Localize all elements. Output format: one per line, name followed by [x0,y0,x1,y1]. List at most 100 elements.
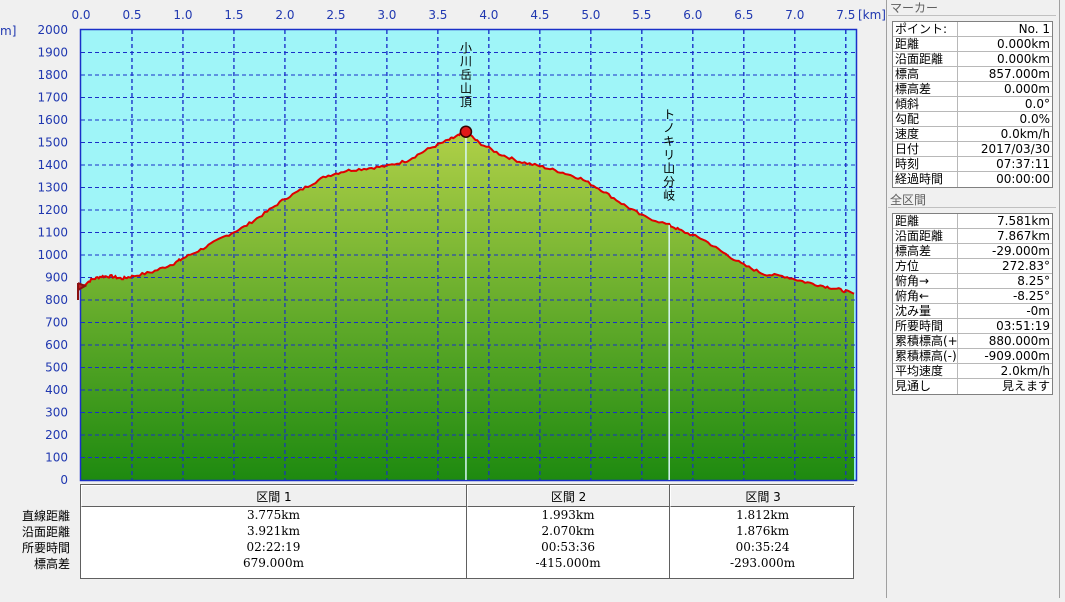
info-row: 傾斜 0.0° [893,97,1052,112]
info-row: 平均速度 2.0km/h [893,364,1052,379]
info-key: 沈み量 [893,304,958,318]
info-row: 沿面距離 7.867km [893,229,1052,244]
info-key: 方位 [893,259,958,273]
y-tick-label: 300 [45,406,68,420]
segment-value: 1.812km [736,508,790,522]
segment-header[interactable]: 区間 2 [466,485,670,507]
info-key: 標高差 [893,82,958,96]
info-row: 標高差 -29.000m [893,244,1052,259]
segment-value: 02:22:19 [246,540,301,554]
info-row: 俯角→ 8.25° [893,274,1052,289]
info-side-frame [886,0,1060,598]
info-key: 距離 [893,37,958,51]
info-value: -909.000m [984,349,1050,363]
y-tick-label: 1200 [37,203,68,217]
info-value: 00:00:00 [996,172,1050,186]
info-key: 平均速度 [893,364,958,378]
y-unit-label: m] [0,24,16,38]
x-tick-label: 0.5 [122,8,141,22]
info-key: 時刻 [893,157,958,171]
info-key: 俯角← [893,289,958,303]
y-tick-label: 600 [45,338,68,352]
info-key: ポイント: [893,22,958,36]
start-flag-icon [77,282,88,300]
y-tick-label: 1600 [37,113,68,127]
info-key: 沿面距離 [893,52,958,66]
info-value: 2.0km/h [1000,364,1050,378]
marker-label: トノキリ山分岐 [663,108,675,203]
info-row: 所要時間 03:51:19 [893,319,1052,334]
y-tick-label: 800 [45,293,68,307]
segment-row-label: 所要時間 [21,541,70,555]
info-key: 速度 [893,127,958,141]
info-value: 07:37:11 [996,157,1050,171]
info-value: No. 1 [1018,22,1050,36]
info-value: 0.000km [997,52,1050,66]
info-key: 見通し [893,379,958,394]
info-row: 時刻 07:37:11 [893,157,1052,172]
segment-row-label: 標高差 [33,557,70,571]
info-row: 沿面距離 0.000km [893,52,1052,67]
segment-value: 00:35:24 [735,540,790,554]
info-value: 見えます [1001,379,1050,393]
x-tick-label: 1.0 [173,8,192,22]
info-value: 857.000m [988,67,1050,81]
segment-stats-table: 区間 1 3.775km 3.921km 02:22:19 679.000m 区間 2 1.… [80,484,855,579]
x-tick-label: 4.5 [530,8,549,22]
info-value: 2017/03/30 [980,142,1050,156]
x-tick-label: 7.0 [785,8,804,22]
segment-header[interactable]: 区間 3 [670,485,855,507]
info-value: 7.581km [997,214,1050,228]
info-key: 日付 [893,142,958,156]
x-tick-label: 3.0 [377,8,396,22]
segment-column: 区間 3 1.812km 1.876km 00:35:24 -293.000m [670,485,855,578]
info-value: 8.25° [1017,274,1050,288]
info-value: 0.000km [997,37,1050,51]
info-row: 距離 7.581km [893,214,1052,229]
segment-header[interactable]: 区間 1 [81,485,466,507]
elevation-profile-line [81,129,855,295]
segment-value: -293.000m [730,556,796,570]
info-row: 俯角← -8.25° [893,289,1052,304]
y-tick-label: 1000 [37,248,68,262]
x-tick-label: 0.0 [71,8,90,22]
info-row: 沈み量 -0m [893,304,1052,319]
info-row: 日付 2017/03/30 [893,142,1052,157]
y-tick-label: 500 [45,361,68,375]
segment-value: 3.775km [246,508,300,522]
info-value: -29.000m [991,244,1050,258]
segment-value: 1.993km [541,508,595,522]
info-row: 速度 0.0km/h [893,127,1052,142]
summit-marker-dot[interactable] [459,125,473,138]
info-row: 距離 0.000km [893,37,1052,52]
info-row: 経過時間 00:00:00 [893,172,1052,187]
x-tick-label: 2.5 [326,8,345,22]
info-key: 俯角→ [893,274,958,288]
x-tick-label: 7.5 [836,8,855,22]
info-value: 0.0% [1019,112,1051,126]
info-value: 0.0km/h [1000,127,1050,141]
info-key: 経過時間 [893,172,958,187]
info-value: 0.0° [1024,97,1050,111]
segment-column: 区間 1 3.775km 3.921km 02:22:19 679.000m [81,485,467,578]
x-unit-label: [km] [858,8,886,22]
segment-value: 3.921km [246,524,300,538]
info-value: -8.25° [1012,289,1050,303]
info-row: ポイント: No. 1 [893,22,1052,37]
info-key: 標高 [893,67,958,81]
y-tick-label: 1700 [37,91,68,105]
info-value: 0.000m [1003,82,1050,96]
info-value: 880.000m [988,334,1050,348]
y-tick-label: 1100 [37,226,68,240]
x-tick-label: 6.0 [683,8,702,22]
x-tick-label: 1.5 [224,8,243,22]
info-row: 累積標高(-) -909.000m [893,349,1052,364]
info-key: 所要時間 [893,319,958,333]
info-row: 勾配 0.0% [893,112,1052,127]
y-tick-label: 1900 [37,46,68,60]
y-tick-label: 100 [45,451,68,465]
info-key: 傾斜 [893,97,958,111]
terrain-area [81,130,855,480]
total-info-panel: 距離 7.581km 沿面距離 7.867km 標高差 -29.000m 方位 272.83°… [892,213,1053,395]
